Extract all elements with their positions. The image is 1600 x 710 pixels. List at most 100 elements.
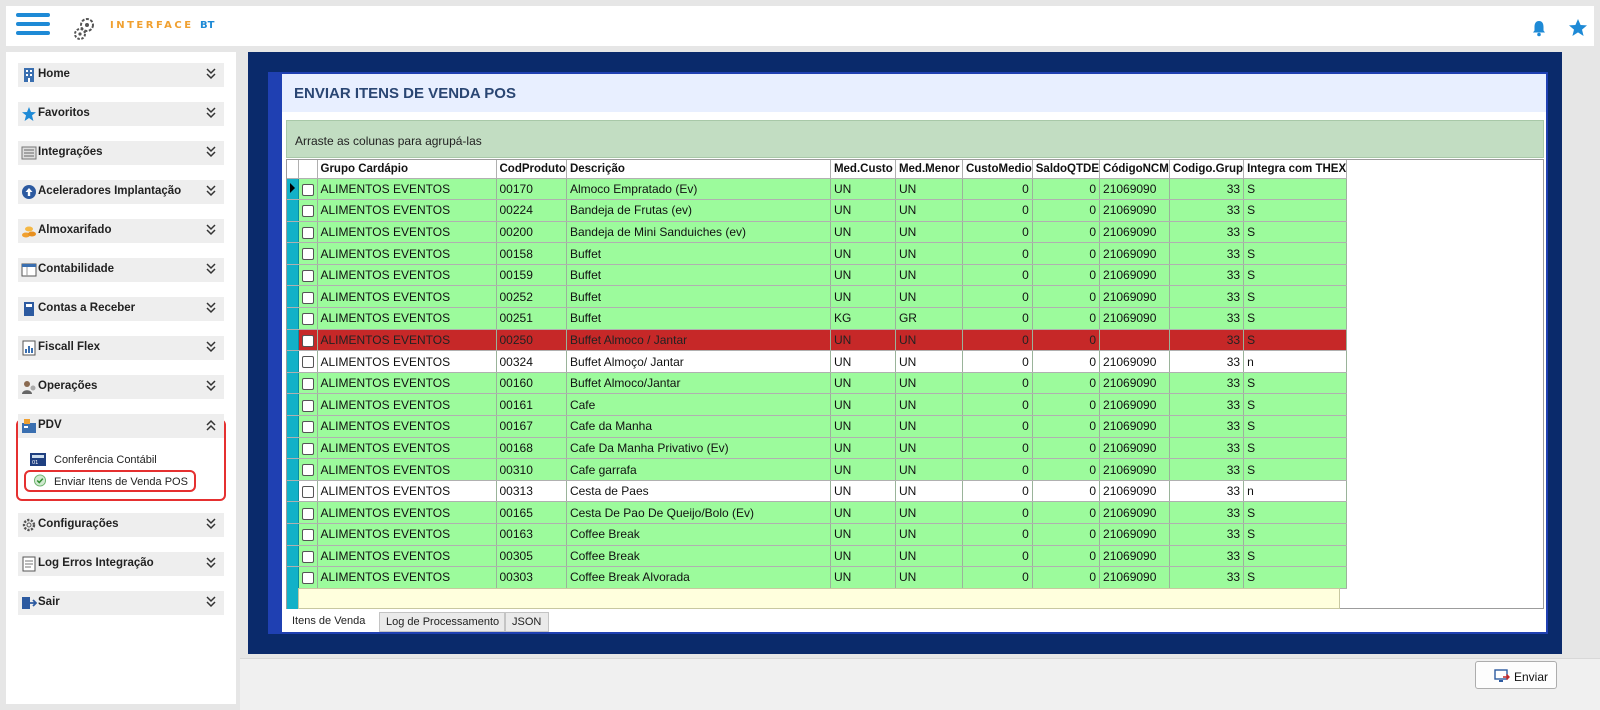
- row-checkbox[interactable]: [301, 183, 314, 196]
- table-cell[interactable]: 0: [962, 501, 1033, 524]
- table-cell[interactable]: UN: [895, 199, 963, 222]
- table-cell[interactable]: 33: [1169, 545, 1245, 568]
- row-checkbox[interactable]: [301, 226, 314, 239]
- table-cell[interactable]: 21069090: [1099, 501, 1170, 524]
- sidebar-item-almoxarifado[interactable]: Almoxarifado: [18, 219, 224, 243]
- table-cell[interactable]: Buffet Almoco/Jantar: [566, 372, 831, 395]
- table-cell[interactable]: 0: [962, 221, 1033, 244]
- table-cell[interactable]: UN: [895, 372, 963, 395]
- table-cell[interactable]: 33: [1169, 199, 1245, 222]
- table-cell[interactable]: Bandeja de Mini Sanduiches (ev): [566, 221, 831, 244]
- row-checkbox[interactable]: [301, 421, 314, 434]
- table-cell[interactable]: UN: [895, 523, 963, 546]
- table-cell[interactable]: 00167: [496, 415, 567, 438]
- table-cell[interactable]: S: [1243, 566, 1348, 589]
- row-indicator[interactable]: [287, 393, 299, 417]
- table-cell[interactable]: 0: [1032, 350, 1101, 373]
- table-cell[interactable]: 21069090: [1099, 523, 1170, 546]
- table-cell[interactable]: S: [1243, 199, 1348, 222]
- table-cell[interactable]: UN: [895, 545, 963, 568]
- table-cell[interactable]: 00168: [496, 437, 567, 460]
- table-cell[interactable]: S: [1243, 372, 1348, 395]
- table-cell[interactable]: ALIMENTOS EVENTOS: [317, 523, 497, 546]
- table-cell[interactable]: UN: [830, 285, 896, 309]
- table-cell[interactable]: 0: [962, 393, 1033, 417]
- table-cell[interactable]: 0: [1032, 221, 1101, 244]
- sidebar-subitem-enviar-itens-venda-pos[interactable]: Enviar Itens de Venda POS: [24, 470, 196, 492]
- table-cell[interactable]: S: [1243, 178, 1348, 201]
- table-cell[interactable]: ALIMENTOS EVENTOS: [317, 415, 497, 438]
- table-cell[interactable]: 33: [1169, 221, 1245, 244]
- table-cell[interactable]: 21069090: [1099, 242, 1170, 265]
- table-cell[interactable]: 0: [1032, 285, 1101, 309]
- table-cell[interactable]: 00170: [496, 178, 567, 201]
- table-cell[interactable]: UN: [830, 437, 896, 460]
- table-row[interactable]: ALIMENTOS EVENTOS 00163 Coffee Break UN UN 0 0…: [287, 523, 1348, 546]
- table-cell[interactable]: 33: [1169, 329, 1245, 352]
- table-cell[interactable]: UN: [895, 329, 963, 352]
- table-cell[interactable]: Buffet Almoço/ Jantar: [566, 350, 831, 373]
- table-cell[interactable]: ALIMENTOS EVENTOS: [317, 545, 497, 568]
- table-cell[interactable]: 00159: [496, 264, 567, 287]
- table-cell[interactable]: 33: [1169, 242, 1245, 265]
- table-cell[interactable]: 33: [1169, 350, 1245, 373]
- table-cell[interactable]: ALIMENTOS EVENTOS: [317, 199, 497, 222]
- row-checkbox[interactable]: [301, 485, 314, 498]
- sidebar-item-fiscall-flex[interactable]: Fiscall Flex: [18, 336, 224, 360]
- table-cell[interactable]: 00165: [496, 501, 567, 524]
- table-cell[interactable]: 33: [1169, 501, 1245, 524]
- table-cell[interactable]: 00305: [496, 545, 567, 568]
- table-cell[interactable]: UN: [895, 393, 963, 417]
- table-cell[interactable]: UN: [830, 393, 896, 417]
- table-cell[interactable]: UN: [895, 221, 963, 244]
- send-button[interactable]: Enviar: [1475, 661, 1557, 689]
- table-cell[interactable]: ALIMENTOS EVENTOS: [317, 566, 497, 589]
- table-cell[interactable]: ALIMENTOS EVENTOS: [317, 329, 497, 352]
- tab-log-de-processamento[interactable]: Log de Processamento: [379, 612, 505, 632]
- table-row[interactable]: ALIMENTOS EVENTOS 00313 Cesta de Paes UN UN 0…: [287, 480, 1348, 503]
- row-checkbox[interactable]: [301, 507, 314, 520]
- table-cell[interactable]: 21069090: [1099, 480, 1170, 503]
- table-cell[interactable]: 0: [1032, 501, 1101, 524]
- table-cell[interactable]: Coffee Break Alvorada: [566, 566, 831, 589]
- sidebar-item-integracoes[interactable]: Integrações: [18, 141, 224, 165]
- table-cell[interactable]: 0: [1032, 199, 1101, 222]
- table-cell[interactable]: 21069090: [1099, 372, 1170, 395]
- column-header[interactable]: Codigo.Grup: [1169, 160, 1245, 179]
- table-cell[interactable]: 0: [962, 437, 1033, 460]
- row-indicator[interactable]: [287, 199, 299, 222]
- table-cell[interactable]: UN: [830, 458, 896, 481]
- table-row[interactable]: ALIMENTOS EVENTOS 00251 Buffet KG GR 0 0 210690…: [287, 307, 1348, 330]
- row-checkbox[interactable]: [301, 270, 314, 282]
- table-cell[interactable]: UN: [830, 523, 896, 546]
- table-cell[interactable]: ALIMENTOS EVENTOS: [317, 264, 497, 287]
- table-cell[interactable]: 0: [1032, 242, 1101, 265]
- table-cell[interactable]: Cesta de Paes: [566, 480, 831, 503]
- table-cell[interactable]: Buffet: [566, 264, 831, 287]
- table-row[interactable]: ALIMENTOS EVENTOS 00250 Buffet Almoco / Ja…: [287, 329, 1348, 352]
- tab-json[interactable]: JSON: [505, 612, 549, 632]
- table-cell[interactable]: UN: [895, 501, 963, 524]
- table-cell[interactable]: UN: [895, 264, 963, 287]
- table-cell[interactable]: 00252: [496, 285, 567, 309]
- table-cell[interactable]: 21069090: [1099, 285, 1170, 309]
- row-indicator[interactable]: [287, 307, 299, 330]
- table-cell[interactable]: UN: [895, 415, 963, 438]
- table-row[interactable]: ALIMENTOS EVENTOS 00158 Buffet UN UN 0 0 210690…: [287, 242, 1348, 265]
- table-cell[interactable]: ALIMENTOS EVENTOS: [317, 393, 497, 417]
- column-header[interactable]: Descrição: [566, 160, 831, 179]
- row-checkbox[interactable]: [301, 291, 314, 304]
- table-cell[interactable]: UN: [830, 372, 896, 395]
- table-cell[interactable]: UN: [895, 437, 963, 460]
- table-cell[interactable]: S: [1243, 393, 1348, 417]
- row-checkbox[interactable]: [301, 399, 314, 412]
- table-cell[interactable]: UN: [830, 242, 896, 265]
- table-cell[interactable]: n: [1243, 350, 1348, 373]
- table-row[interactable]: ALIMENTOS EVENTOS 00310 Cafe garrafa UN UN 0 0…: [287, 458, 1348, 481]
- table-cell[interactable]: 33: [1169, 372, 1245, 395]
- table-cell[interactable]: 0: [962, 350, 1033, 373]
- favorites-star-icon[interactable]: [1568, 18, 1588, 38]
- table-cell[interactable]: KG: [830, 307, 896, 330]
- table-cell[interactable]: 33: [1169, 393, 1245, 417]
- table-cell[interactable]: 0: [1032, 393, 1101, 417]
